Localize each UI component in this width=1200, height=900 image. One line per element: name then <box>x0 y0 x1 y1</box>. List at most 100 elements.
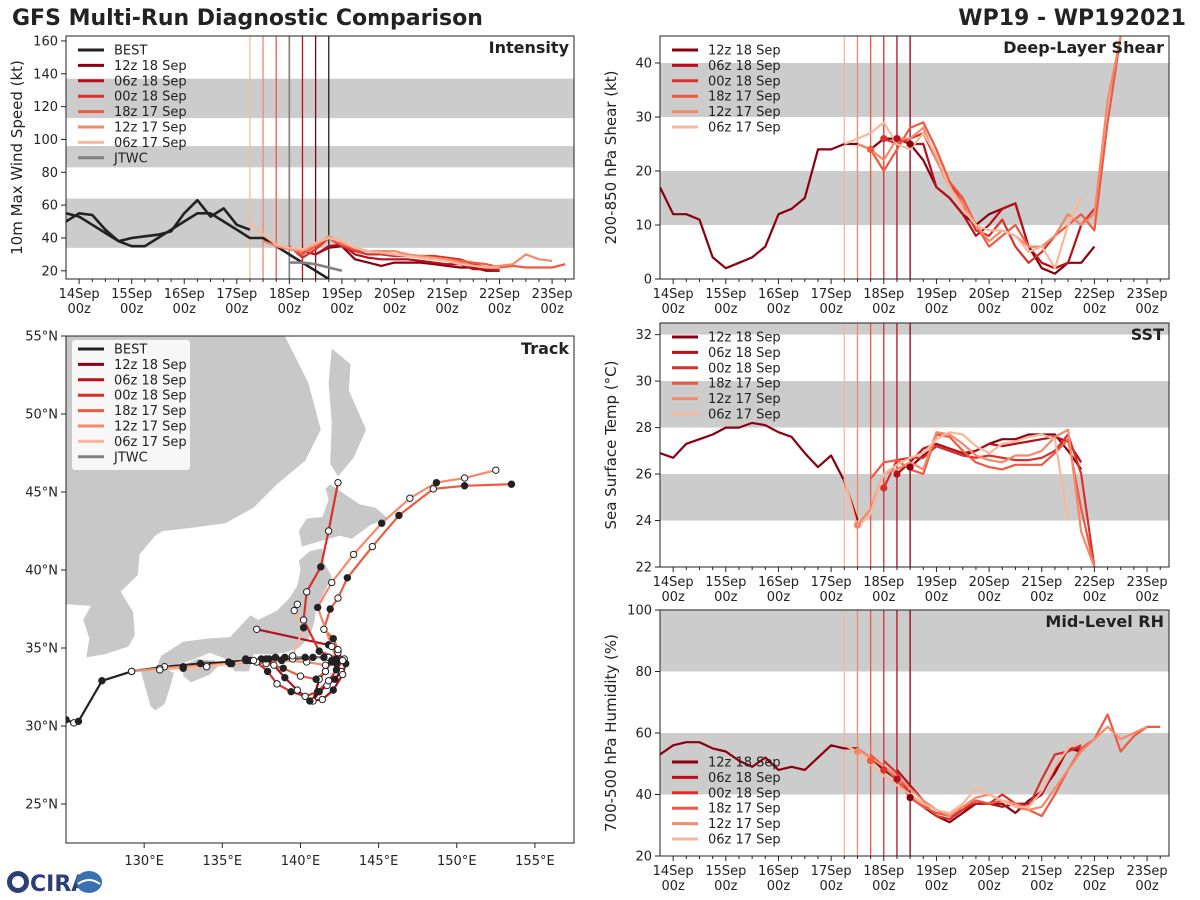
init-marker-00z-18-sep <box>880 135 888 143</box>
legend-label-06z-17-sep: 06z 17 Sep <box>114 136 187 151</box>
track-point-06z-17-sep <box>227 659 236 668</box>
sst-frame <box>659 322 1170 568</box>
y-tick-label: 10 <box>635 219 652 234</box>
shaded-band <box>660 474 1169 521</box>
track-point-06z-18-sep <box>329 686 337 694</box>
legend-label-best: BEST <box>114 343 147 358</box>
rh-panel: 2040608010014Sep00z15Sep00z16Sep00z17Sep… <box>602 604 1170 894</box>
init-marker-06z-18-sep <box>893 470 901 478</box>
legend-label-18z-17-sep: 18z 17 Sep <box>114 105 187 120</box>
y-tick-label: 80 <box>41 166 58 181</box>
init-marker-12z-18-sep <box>906 793 914 802</box>
shear-frame <box>659 35 1170 280</box>
track-point-18z-17-sep <box>329 634 337 643</box>
track-point-12z-17-sep <box>378 519 386 527</box>
track-point-18z-17-sep <box>296 672 305 680</box>
track-point-jtwc <box>262 655 270 663</box>
shear-panel-title: Deep-Layer Shear <box>1003 38 1164 57</box>
track-point-00z-18-sep <box>324 527 333 535</box>
track-point-18z-17-sep <box>334 594 342 602</box>
intensity-y-axis-label: 10m Max Wind Speed (kt) <box>8 60 26 255</box>
y-tick-label: 40 <box>41 231 58 246</box>
track-point-06z-18-sep <box>281 673 289 682</box>
track-point-jtwc <box>281 653 289 662</box>
track-point-12z-18-sep <box>331 675 339 683</box>
x-tick-label: 00z <box>977 879 1001 894</box>
x-tick-label: 14Sep <box>59 287 100 302</box>
series-06z-17-sep <box>843 431 1070 529</box>
track-point-18z-17-sep <box>368 542 377 551</box>
track-point-18z-17-sep <box>429 485 438 493</box>
track-point-00z-18-sep <box>332 666 341 674</box>
series-06z-17-sep <box>249 222 500 269</box>
track-point-06z-17-sep <box>156 666 164 674</box>
x-tick-label: 20Sep <box>374 287 415 302</box>
track-point-00z-18-sep <box>334 478 342 487</box>
rh-plot-area <box>660 610 1169 856</box>
x-tick-label: 00z <box>714 879 738 894</box>
legend-label-18z-17-sep: 18z 17 Sep <box>708 377 781 392</box>
intensity-plot-area <box>66 36 574 279</box>
track-point-18z-17-sep <box>343 574 352 582</box>
x-tick-label: 00z <box>1030 590 1054 605</box>
legend-label-06z-18-sep: 06z 18 Sep <box>708 771 781 786</box>
series-06z-18-sep <box>302 243 500 272</box>
track-point-06z-18-sep <box>338 670 347 679</box>
y-tick-label: 100 <box>627 604 652 619</box>
x-tick-label: 23Sep <box>532 287 573 302</box>
track-point-12z-17-sep <box>432 478 441 487</box>
x-tick-label: 00z <box>661 879 685 894</box>
legend-label-00z-18-sep: 00z 18 Sep <box>114 389 187 404</box>
x-tick-label: 14Sep <box>653 287 694 302</box>
x-tick-label: 00z <box>1083 590 1107 605</box>
legend-label-12z-17-sep: 12z 17 Sep <box>708 817 781 832</box>
legend-label-06z-17-sep: 06z 17 Sep <box>708 121 781 136</box>
shaded-band <box>660 63 1169 117</box>
x-tick-label: 00z <box>1083 879 1107 894</box>
track-point-best <box>309 653 317 662</box>
x-tick-label: 16Sep <box>758 287 799 302</box>
series-12z-17-sep <box>856 428 1096 567</box>
intensity-panel: 2040608010012014016014Sep00z15Sep00z16Se… <box>8 34 575 317</box>
sst-panel-title: SST <box>1131 325 1164 344</box>
series-18z-17-sep <box>869 36 1122 248</box>
track-point-06z-17-sep <box>202 663 211 671</box>
x-tick-label: 00z <box>225 302 249 317</box>
legend-label-12z-17-sep: 12z 17 Sep <box>708 392 781 407</box>
track-point-00z-18-sep <box>313 687 322 696</box>
x-tick-label: 18Sep <box>863 287 904 302</box>
x-tick-label: 17Sep <box>811 287 852 302</box>
x-tick-label: 17Sep <box>216 287 257 302</box>
legend-label-06z-17-sep: 06z 17 Sep <box>114 435 187 450</box>
track-point-jtwc <box>320 653 328 662</box>
x-tick-label: 15Sep <box>705 864 746 879</box>
track-point-06z-18-sep <box>293 686 302 694</box>
init-marker-06z-18-sep <box>893 135 901 143</box>
x-tick-label: 19Sep <box>916 575 957 590</box>
track-point-00z-18-sep <box>324 677 333 685</box>
init-marker-00z-18-sep <box>880 766 888 774</box>
track-point-06z-17-sep <box>249 656 258 665</box>
logo-globe-inner <box>12 876 24 888</box>
legend-label-00z-18-sep: 00z 18 Sep <box>708 786 781 801</box>
legend-label-00z-18-sep: 00z 18 Sep <box>114 90 187 105</box>
track-point-06z-17-sep <box>290 606 298 615</box>
x-tick-label: 00z <box>661 302 685 317</box>
legend-label-jtwc: JTWC <box>113 151 148 166</box>
y-tick-label: 80 <box>635 665 652 680</box>
legend-label-06z-17-sep: 06z 17 Sep <box>708 833 781 848</box>
shaded-band <box>660 323 1169 335</box>
track-point-12z-17-sep <box>328 642 336 651</box>
legend-label-12z-17-sep: 12z 17 Sep <box>114 420 187 435</box>
x-tick-label: 18Sep <box>863 864 904 879</box>
track-point-00z-18-sep <box>301 692 309 701</box>
legend-label-12z-18-sep: 12z 18 Sep <box>114 358 187 373</box>
y-tick-label: 120 <box>33 100 58 115</box>
legend-label-06z-17-sep: 06z 17 Sep <box>708 408 781 423</box>
legend-label-00z-18-sep: 00z 18 Sep <box>708 361 781 376</box>
series-06z-17-sep <box>843 738 1082 815</box>
track-point-12z-17-sep <box>332 655 341 663</box>
rh-panel-title: Mid-Level RH <box>1045 612 1164 631</box>
